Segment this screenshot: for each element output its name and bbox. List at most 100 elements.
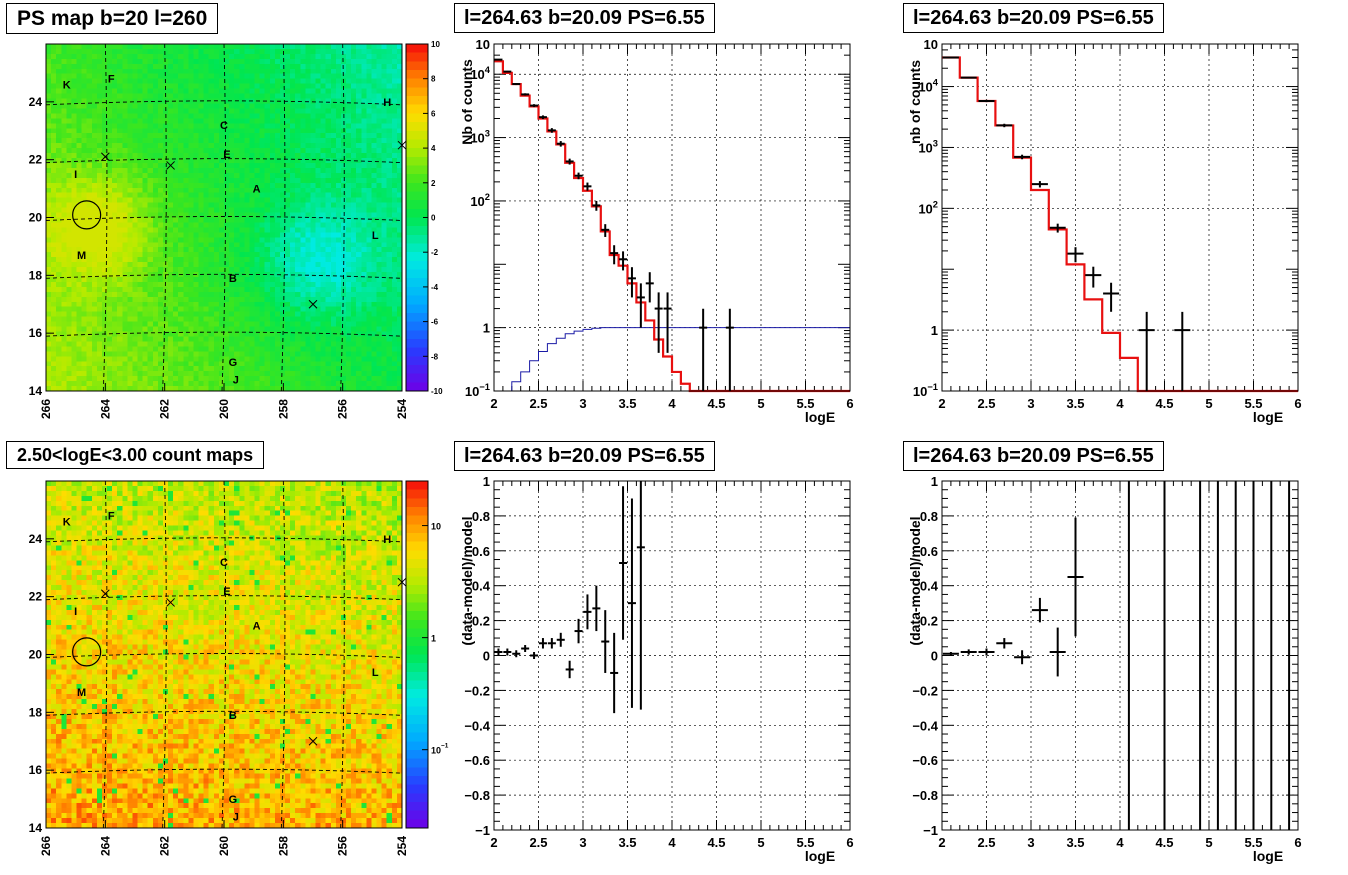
- heatmap-cell: [351, 257, 356, 262]
- heatmap-cell: [270, 89, 275, 94]
- heatmap-cell: [346, 292, 351, 297]
- heatmap-cell: [61, 242, 66, 247]
- heatmap-cell: [127, 336, 132, 341]
- heatmap-cell: [316, 252, 321, 257]
- heatmap-cell: [310, 148, 315, 153]
- heatmap-cell: [66, 49, 71, 54]
- heatmap-cell: [361, 247, 366, 252]
- heatmap-cell: [112, 64, 117, 69]
- heatmap-cell: [127, 128, 132, 133]
- heatmap-cell: [249, 262, 254, 267]
- heatmap-cell: [143, 267, 148, 272]
- heatmap-cell: [377, 59, 382, 64]
- heatmap-cell: [331, 193, 336, 198]
- heatmap-cell: [209, 218, 214, 223]
- heatmap-cell: [173, 193, 178, 198]
- heatmap-cell: [77, 108, 82, 113]
- heatmap-cell: [219, 163, 224, 168]
- heatmap-cell: [239, 148, 244, 153]
- heatmap-cell: [234, 232, 239, 237]
- heatmap-cell: [219, 257, 224, 262]
- heatmap-cell: [295, 108, 300, 113]
- heatmap-cell: [326, 307, 331, 312]
- heatmap-cell: [346, 267, 351, 272]
- heatmap-cell: [199, 44, 204, 49]
- source-label-K: K: [63, 79, 71, 91]
- heatmap-cell: [361, 183, 366, 188]
- heatmap-cell: [310, 203, 315, 208]
- heatmap-cell: [97, 307, 102, 312]
- heatmap-cell: [295, 143, 300, 148]
- heatmap-cell: [132, 173, 137, 178]
- heatmap-cell: [260, 381, 265, 386]
- heatmap-cell: [285, 297, 290, 302]
- heatmap-cell: [295, 351, 300, 356]
- heatmap-cell: [336, 371, 341, 376]
- heatmap-cell: [351, 79, 356, 84]
- heatmap-cell: [143, 341, 148, 346]
- heatmap-cell: [326, 64, 331, 69]
- heatmap-cell: [183, 297, 188, 302]
- heatmap-cell: [188, 242, 193, 247]
- heatmap-cell: [290, 143, 295, 148]
- heatmap-cell: [265, 307, 270, 312]
- heatmap-cell: [107, 307, 112, 312]
- heatmap-cell: [178, 351, 183, 356]
- heatmap-cell: [97, 356, 102, 361]
- heatmap-cell: [300, 282, 305, 287]
- heatmap-cell: [316, 103, 321, 108]
- heatmap-cell: [244, 252, 249, 257]
- heatmap-cell: [153, 237, 158, 242]
- heatmap-cell: [249, 356, 254, 361]
- heatmap-cell: [122, 153, 127, 158]
- heatmap-cell: [188, 232, 193, 237]
- heatmap-cell: [127, 267, 132, 272]
- heatmap-cell: [178, 118, 183, 123]
- heatmap-cell: [188, 54, 193, 59]
- heatmap-cell: [71, 69, 76, 74]
- heatmap-cell: [168, 307, 173, 312]
- heatmap-cell: [107, 213, 112, 218]
- heatmap-cell: [193, 376, 198, 381]
- heatmap-cell: [265, 118, 270, 123]
- heatmap-cell: [351, 113, 356, 118]
- heatmap-cell: [290, 366, 295, 371]
- heatmap-cell: [285, 94, 290, 99]
- heatmap-cell: [305, 123, 310, 128]
- heatmap-cell: [234, 292, 239, 297]
- colorbar-band: [406, 139, 428, 148]
- heatmap-cell: [56, 307, 61, 312]
- heatmap-cell: [244, 336, 249, 341]
- heatmap-cell: [193, 148, 198, 153]
- heatmap-cell: [71, 133, 76, 138]
- heatmap-cell: [244, 307, 249, 312]
- heatmap-cell: [382, 158, 387, 163]
- heatmap-cell: [87, 138, 92, 143]
- heatmap-cell: [112, 183, 117, 188]
- heatmap-cell: [234, 237, 239, 242]
- heatmap-cell: [229, 183, 234, 188]
- heatmap-cell: [82, 282, 87, 287]
- heatmap-cell: [270, 108, 275, 113]
- heatmap-cell: [300, 49, 305, 54]
- heatmap-cell: [46, 267, 51, 272]
- heatmap-cell: [321, 361, 326, 366]
- heatmap-cell: [234, 108, 239, 113]
- heatmap-cell: [229, 322, 234, 327]
- heatmap-cell: [158, 237, 163, 242]
- heatmap-cell: [336, 312, 341, 317]
- heatmap-cell: [209, 113, 214, 118]
- heatmap-cell: [97, 297, 102, 302]
- heatmap-cell: [346, 79, 351, 84]
- heatmap-cell: [305, 138, 310, 143]
- heatmap-cell: [305, 292, 310, 297]
- heatmap-cell: [371, 54, 376, 59]
- heatmap-cell: [178, 317, 183, 322]
- heatmap-cell: [188, 74, 193, 79]
- heatmap-cell: [168, 381, 173, 386]
- heatmap-cell: [158, 138, 163, 143]
- heatmap-cell: [229, 346, 234, 351]
- heatmap-cell: [234, 153, 239, 158]
- heatmap-cell: [66, 64, 71, 69]
- heatmap-cell: [392, 173, 397, 178]
